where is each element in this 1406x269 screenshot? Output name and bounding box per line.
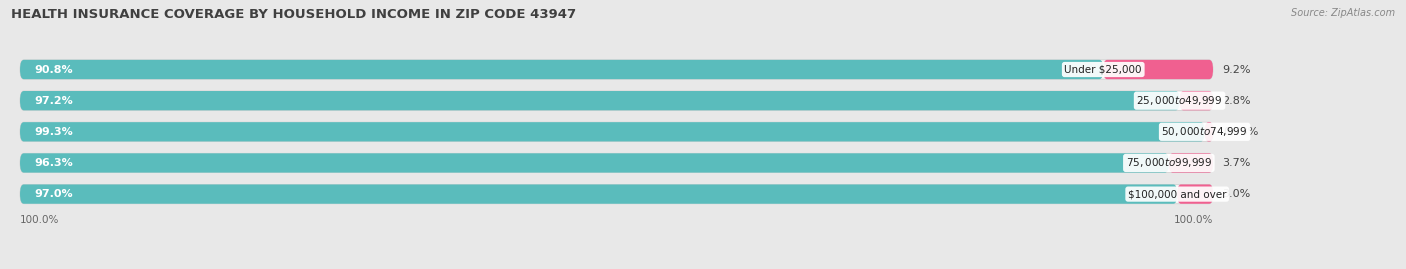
FancyBboxPatch shape (20, 122, 1205, 141)
Text: 97.2%: 97.2% (34, 96, 73, 106)
Text: 3.7%: 3.7% (1223, 158, 1251, 168)
FancyBboxPatch shape (20, 153, 1168, 173)
Text: 100.0%: 100.0% (20, 215, 59, 225)
FancyBboxPatch shape (1205, 122, 1213, 141)
Text: 90.8%: 90.8% (34, 65, 73, 75)
Text: Under $25,000: Under $25,000 (1064, 65, 1142, 75)
FancyBboxPatch shape (20, 91, 1180, 110)
FancyBboxPatch shape (20, 122, 1213, 141)
FancyBboxPatch shape (1168, 153, 1213, 173)
Text: 97.0%: 97.0% (34, 189, 73, 199)
FancyBboxPatch shape (20, 60, 1104, 79)
Text: $25,000 to $49,999: $25,000 to $49,999 (1136, 94, 1223, 107)
Text: Source: ZipAtlas.com: Source: ZipAtlas.com (1291, 8, 1395, 18)
Text: 99.3%: 99.3% (34, 127, 73, 137)
Text: 96.3%: 96.3% (34, 158, 73, 168)
FancyBboxPatch shape (1104, 60, 1213, 79)
Text: 0.73%: 0.73% (1223, 127, 1258, 137)
FancyBboxPatch shape (1180, 91, 1213, 110)
Text: 9.2%: 9.2% (1223, 65, 1251, 75)
FancyBboxPatch shape (20, 185, 1177, 204)
Text: 2.8%: 2.8% (1223, 96, 1251, 106)
FancyBboxPatch shape (20, 60, 1213, 79)
Text: 100.0%: 100.0% (1174, 215, 1213, 225)
Text: $75,000 to $99,999: $75,000 to $99,999 (1126, 157, 1212, 169)
FancyBboxPatch shape (20, 185, 1213, 204)
Text: $100,000 and over: $100,000 and over (1128, 189, 1226, 199)
Text: $50,000 to $74,999: $50,000 to $74,999 (1161, 125, 1247, 138)
Text: 3.0%: 3.0% (1223, 189, 1251, 199)
FancyBboxPatch shape (20, 153, 1213, 173)
FancyBboxPatch shape (1177, 185, 1213, 204)
Text: HEALTH INSURANCE COVERAGE BY HOUSEHOLD INCOME IN ZIP CODE 43947: HEALTH INSURANCE COVERAGE BY HOUSEHOLD I… (11, 8, 576, 21)
FancyBboxPatch shape (20, 91, 1213, 110)
